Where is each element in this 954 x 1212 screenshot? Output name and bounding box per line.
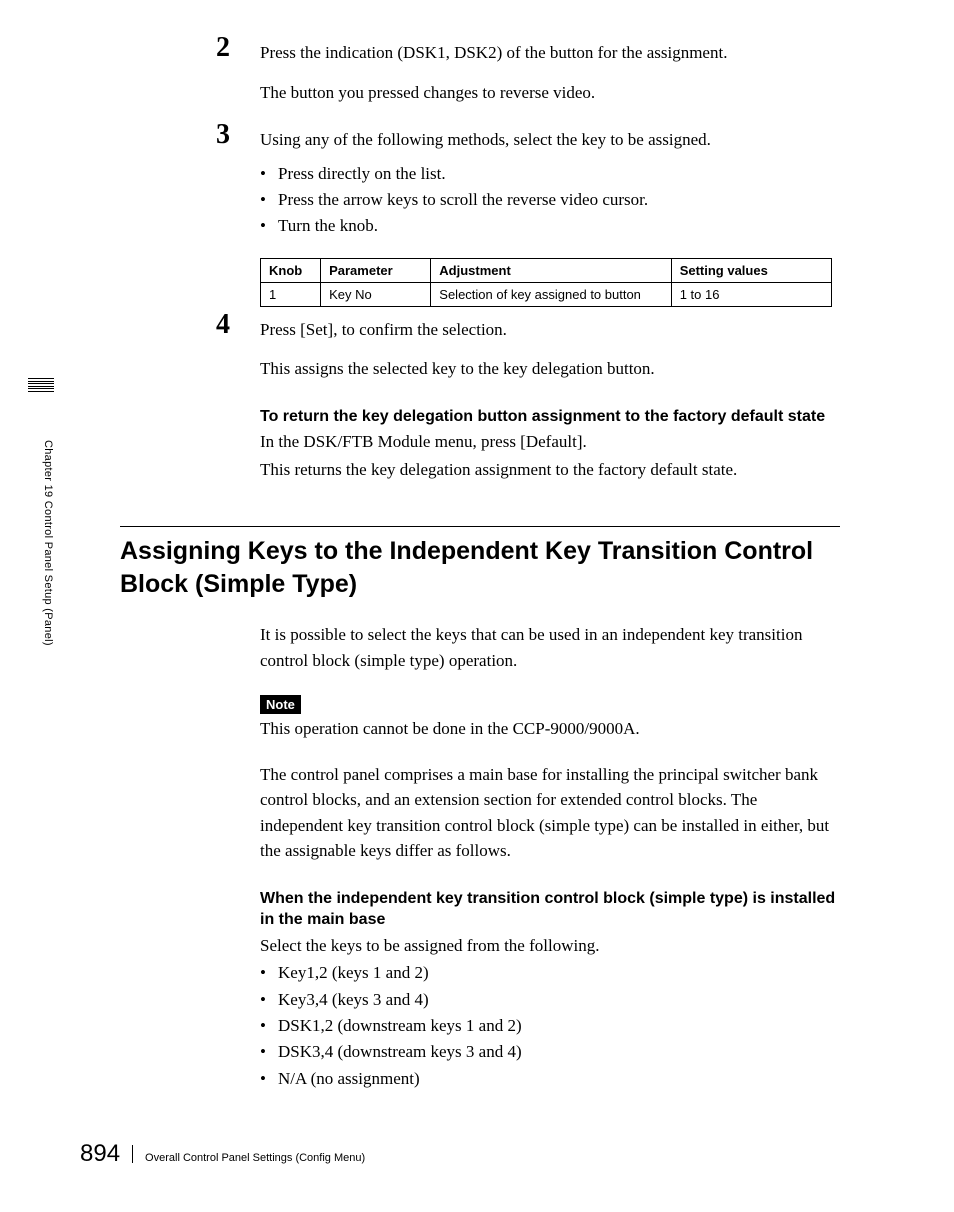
table-header: Setting values <box>671 258 831 282</box>
bullet-item: DSK3,4 (downstream keys 3 and 4) <box>260 1039 840 1065</box>
bullet-item: N/A (no assignment) <box>260 1066 840 1092</box>
section-para2: The control panel comprises a main base … <box>260 762 840 864</box>
page-content: 2 Press the indication (DSK1, DSK2) of t… <box>120 40 840 1092</box>
page-footer: 894 Overall Control Panel Settings (Conf… <box>80 1140 365 1168</box>
bullet-item: Turn the knob. <box>260 213 840 239</box>
factory-reset-text2: This returns the key delegation assignme… <box>260 457 840 483</box>
factory-reset-heading: To return the key delegation button assi… <box>260 406 840 428</box>
table-header: Adjustment <box>431 258 671 282</box>
step-text: Press [Set], to confirm the selection. <box>260 317 840 343</box>
note-badge: Note <box>260 695 301 714</box>
footer-divider <box>132 1145 133 1163</box>
step-number: 2 <box>216 32 230 64</box>
page-number: 894 <box>80 1140 120 1168</box>
table-cell: Key No <box>321 282 431 306</box>
table-header: Knob <box>261 258 321 282</box>
bullet-item: DSK1,2 (downstream keys 1 and 2) <box>260 1013 840 1039</box>
bullet-item: Press the arrow keys to scroll the rever… <box>260 187 840 213</box>
table-cell: 1 to 16 <box>671 282 831 306</box>
step-2: 2 Press the indication (DSK1, DSK2) of t… <box>120 40 840 105</box>
sub-bullets: Key1,2 (keys 1 and 2) Key3,4 (keys 3 and… <box>260 960 840 1092</box>
factory-reset-text: In the DSK/FTB Module menu, press [Defau… <box>260 429 840 455</box>
bullet-item: Press directly on the list. <box>260 161 840 187</box>
parameter-table: Knob Parameter Adjustment Setting values… <box>260 258 832 307</box>
step-4: 4 Press [Set], to confirm the selection.… <box>120 317 840 382</box>
chapter-label-vertical: Chapter 19 Control Panel Setup (Panel) <box>42 440 54 646</box>
table-header-row: Knob Parameter Adjustment Setting values <box>261 258 832 282</box>
note-text: This operation cannot be done in the CCP… <box>260 716 840 742</box>
table-cell: 1 <box>261 282 321 306</box>
bullet-item: Key1,2 (keys 1 and 2) <box>260 960 840 986</box>
step-3: 3 Using any of the following methods, se… <box>120 127 840 240</box>
sub-text: Select the keys to be assigned from the … <box>260 933 840 959</box>
step-text: Using any of the following methods, sele… <box>260 127 840 153</box>
step-bullets: Press directly on the list. Press the ar… <box>260 161 840 240</box>
footer-text: Overall Control Panel Settings (Config M… <box>145 1152 365 1164</box>
table-row: 1 Key No Selection of key assigned to bu… <box>261 282 832 306</box>
section-heading: Assigning Keys to the Independent Key Tr… <box>120 535 840 600</box>
sub-heading: When the independent key transition cont… <box>260 888 840 931</box>
step-after-text: The button you pressed changes to revers… <box>260 80 840 106</box>
bullet-item: Key3,4 (keys 3 and 4) <box>260 987 840 1013</box>
step-text: Press the indication (DSK1, DSK2) of the… <box>260 40 840 66</box>
section-intro: It is possible to select the keys that c… <box>260 622 840 673</box>
step-number: 3 <box>216 119 230 151</box>
table-cell: Selection of key assigned to button <box>431 282 671 306</box>
step-number: 4 <box>216 309 230 341</box>
section-divider <box>120 526 840 527</box>
step-after-text: This assigns the selected key to the key… <box>260 356 840 382</box>
side-marker <box>28 378 54 392</box>
table-header: Parameter <box>321 258 431 282</box>
